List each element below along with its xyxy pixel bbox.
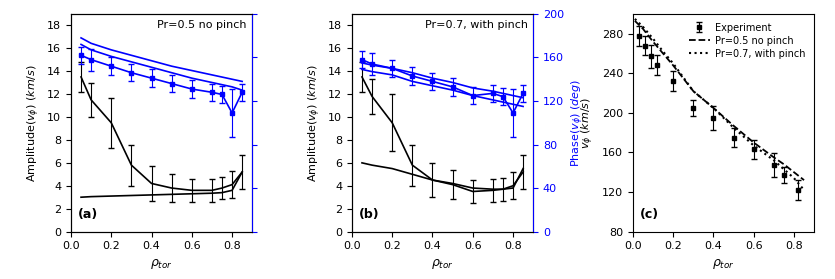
Pr=0.7, with pinch xyxy=(708,106,718,110)
Pr=0.5 no pinch xyxy=(789,170,799,174)
Line: Pr=0.7, with pinch: Pr=0.7, with pinch xyxy=(635,19,804,190)
Pr=0.7, with pinch xyxy=(648,37,658,40)
Pr=0.7, with pinch xyxy=(630,17,640,21)
Pr=0.5 no pinch xyxy=(729,124,739,128)
Pr=0.7, with pinch xyxy=(779,168,789,171)
Pr=0.5 no pinch xyxy=(749,141,759,144)
X-axis label: $\rho_{tor}$: $\rho_{tor}$ xyxy=(712,257,735,271)
Line: Pr=0.5 no pinch: Pr=0.5 no pinch xyxy=(635,21,804,180)
X-axis label: $\rho_{tor}$: $\rho_{tor}$ xyxy=(150,257,173,271)
Pr=0.7, with pinch xyxy=(638,25,648,28)
Pr=0.7, with pinch xyxy=(658,50,668,53)
Pr=0.5 no pinch xyxy=(648,40,658,43)
Text: (b): (b) xyxy=(359,208,380,221)
Pr=0.5 no pinch xyxy=(638,27,648,30)
Pr=0.5 no pinch xyxy=(668,64,678,67)
Pr=0.7, with pinch xyxy=(688,90,698,93)
X-axis label: $\rho_{tor}$: $\rho_{tor}$ xyxy=(431,257,454,271)
Text: (a): (a) xyxy=(78,208,99,221)
Pr=0.7, with pinch xyxy=(799,188,809,192)
Y-axis label: Amplitude$(v_{\phi})$ $(km/s)$: Amplitude$(v_{\phi})$ $(km/s)$ xyxy=(306,64,322,182)
Pr=0.5 no pinch xyxy=(688,90,698,93)
Pr=0.7, with pinch xyxy=(668,62,678,65)
Pr=0.5 no pinch xyxy=(779,163,789,166)
Text: Pr=0.7, with pinch: Pr=0.7, with pinch xyxy=(425,20,528,30)
Y-axis label: $v_{\phi}$ $(km/s)$: $v_{\phi}$ $(km/s)$ xyxy=(580,97,596,149)
Pr=0.5 no pinch xyxy=(799,179,809,182)
Pr=0.5 no pinch xyxy=(630,19,640,23)
Y-axis label: Phase$(v_{\phi})$ $(deg)$: Phase$(v_{\phi})$ $(deg)$ xyxy=(569,79,586,167)
Text: Pr=0.5 no pinch: Pr=0.5 no pinch xyxy=(157,20,247,30)
Pr=0.5 no pinch xyxy=(708,106,718,110)
Pr=0.7, with pinch xyxy=(769,159,779,162)
Pr=0.5 no pinch xyxy=(769,156,779,159)
Text: (c): (c) xyxy=(640,208,660,221)
Pr=0.7, with pinch xyxy=(789,177,799,180)
Pr=0.7, with pinch xyxy=(729,126,739,129)
Pr=0.7, with pinch xyxy=(749,144,759,147)
Y-axis label: Amplitude$(v_{\phi})$ $(km/s)$: Amplitude$(v_{\phi})$ $(km/s)$ xyxy=(25,64,42,182)
Legend: Experiment, Pr=0.5 no pinch, Pr=0.7, with pinch: Experiment, Pr=0.5 no pinch, Pr=0.7, wit… xyxy=(685,19,809,62)
Pr=0.5 no pinch xyxy=(658,52,668,55)
